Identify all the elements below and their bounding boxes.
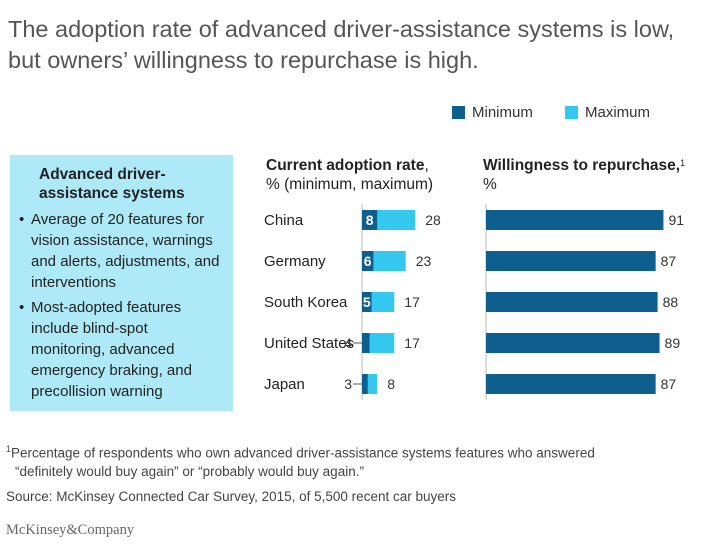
adoption-header: Current adoption rate, % (minimum, maxim…	[266, 156, 433, 194]
chart-title: The adoption rate of advanced driver-ass…	[8, 16, 675, 73]
repurchase-bar	[486, 292, 658, 312]
company-logo: McKinsey&Company	[6, 522, 135, 538]
adoption-max-label: 17	[404, 335, 420, 351]
repurchase-bar	[486, 251, 656, 271]
adoption-min-bar	[362, 333, 370, 353]
repurchase-value-label: 91	[668, 212, 684, 228]
category-label: South Korea	[264, 294, 348, 311]
footnote-line-2: “definitely would buy again” or “probabl…	[15, 463, 364, 479]
adoption-header-title: Current adoption rate	[266, 157, 425, 174]
callout-bullet: Average of 20 features for vision assist…	[19, 209, 225, 293]
adoption-max-bar	[362, 333, 395, 353]
repurchase-bar	[486, 374, 656, 394]
adoption-min-bar	[362, 251, 374, 271]
adoption-max-label: 23	[416, 253, 432, 269]
footnote-mark: 1	[6, 444, 12, 454]
adoption-min-bar	[362, 292, 372, 312]
adoption-min-label: 5	[363, 294, 371, 310]
category-label: United States	[264, 335, 354, 352]
repurchase-header-unit: %	[483, 176, 497, 193]
footnote: 1Percentage of respondents who own advan…	[6, 440, 696, 481]
adoption-min-label: 6	[364, 253, 372, 269]
repurchase-value-label: 88	[663, 294, 679, 310]
repurchase-bar	[486, 210, 664, 230]
adoption-max-label: 28	[425, 212, 441, 228]
legend-label-minimum: Minimum	[472, 104, 533, 121]
repurchase-header-title: Willingness to repurchase,	[483, 157, 681, 174]
legend-label-maximum: Maximum	[585, 104, 651, 121]
category-label: Japan	[264, 376, 305, 393]
repurchase-footnote-mark: 1	[680, 158, 686, 168]
repurchase-value-label: 87	[661, 376, 677, 392]
repurchase-header: Willingness to repurchase,1 %	[483, 156, 685, 194]
adoption-max-label: 8	[387, 376, 395, 392]
footnote-line-1: Percentage of respondents who own advanc…	[11, 445, 595, 461]
category-label: Germany	[264, 253, 326, 270]
adoption-min-label: 4	[344, 335, 352, 351]
adoption-header-unit: % (minimum, maximum)	[266, 176, 434, 193]
source-note: Source: McKinsey Connected Car Survey, 2…	[6, 489, 456, 504]
repurchase-value-label: 89	[665, 335, 681, 351]
repurchase-bar	[486, 333, 660, 353]
callout-title: Advanced driver-assistance systems	[39, 166, 185, 202]
adoption-min-bar	[362, 210, 378, 230]
repurchase-value-label: 87	[661, 253, 677, 269]
category-label: China	[264, 212, 304, 229]
legend-swatch-maximum	[565, 106, 578, 119]
legend-item-maximum: Maximum	[565, 104, 650, 121]
legend-item-minimum: Minimum	[452, 104, 533, 121]
adoption-max-label: 17	[404, 294, 420, 310]
info-callout: Advanced driver-assistance systems Avera…	[10, 155, 233, 411]
adoption-header-comma: ,	[424, 157, 429, 174]
callout-bullets: Average of 20 features for vision assist…	[19, 209, 225, 402]
callout-bullet: Most-adopted features include blind-spot…	[19, 297, 225, 402]
adoption-min-bar	[362, 374, 368, 394]
legend-swatch-minimum	[452, 106, 465, 119]
adoption-min-label: 8	[366, 212, 374, 228]
legend: Minimum Maximum	[0, 104, 705, 124]
adoption-min-label: 3	[344, 376, 352, 392]
